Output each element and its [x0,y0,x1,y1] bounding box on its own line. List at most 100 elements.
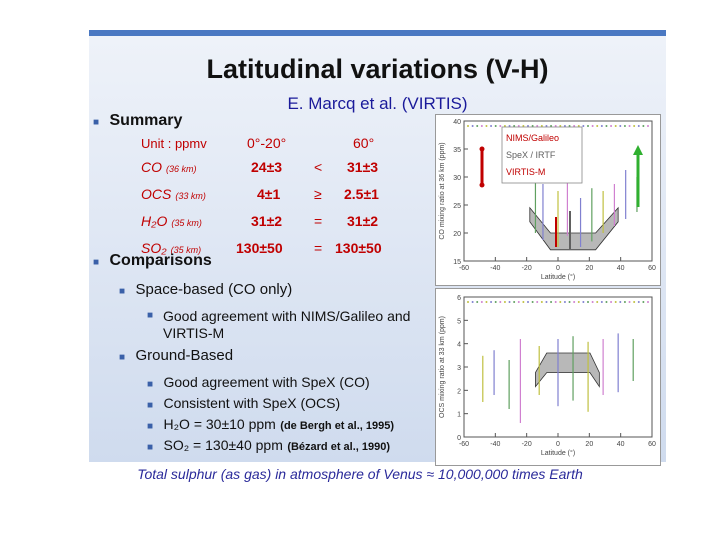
x-axis-label: Latitude (°) [541,449,575,457]
bullet-square-icon: ■ [147,442,154,453]
y-tick-label: 40 [453,119,461,126]
series-marker [517,125,520,127]
x-tick-label: 20 [585,265,593,272]
molecule-altitude: (35 km) [171,218,202,228]
space-based-item-text: Good agreement with NIMS/Galileo and VIR… [163,308,411,341]
series-marker [554,301,557,303]
y-axis-label: OCS mixing ratio at 33 km (ppm) [439,316,446,418]
bullet-square-icon: ■ [147,421,154,432]
ground-item-text: Consistent with SpeX (OCS) [163,395,341,411]
series-marker [517,301,520,303]
arrow-head-icon [633,145,643,155]
series-marker [540,125,543,127]
molecule-label: H₂O (35 km) [141,213,202,229]
series-marker [563,125,566,127]
molecule-altitude: (36 km) [166,164,197,174]
series-marker [600,301,603,303]
x-tick-label: -20 [522,441,532,448]
molecule-altitude: (33 km) [175,191,206,201]
y-tick-label: 6 [457,295,461,302]
series-marker [647,125,649,127]
series-marker [596,125,599,127]
series-marker [513,301,516,303]
series-marker [614,301,617,303]
series-marker [467,301,469,303]
series-marker [550,301,553,303]
ground-item-co: ■ Good agreement with SpeX (CO) [147,374,370,392]
ground-item-so2: ■ SO₂ = 130±40 ppm (Bézard et al., 1990) [147,437,390,456]
series-marker [600,125,603,127]
series-marker [536,125,539,127]
series-marker [573,301,576,303]
series-marker [513,125,516,127]
series-marker [494,301,497,303]
series-marker [545,301,548,303]
x-tick-label: -40 [490,265,500,272]
series-marker [508,301,511,303]
x-tick-label: -20 [522,265,532,272]
series-marker [531,301,534,303]
molecule-name: OCS [141,186,172,202]
y-axis-label: CO mixing ratio at 36 km (ppm) [439,142,446,239]
co-latitude-plot: 40 35 30 25 20 15 -60 -40 -20 0 20 40 60 Latitude (°)… [435,114,661,286]
relation-symbol: = [314,213,323,229]
series-marker [490,301,493,303]
slide-subtitle: E. Marcq et al. (VIRTIS) [287,94,468,113]
h2o-line-ref: (de Bergh et al., 1995) [280,420,395,432]
bullet-square-icon: ■ [147,310,154,321]
nims-point [479,182,485,188]
series-marker [503,301,506,303]
series-marker [485,301,488,303]
series-marker [476,125,479,127]
value-60: 31±3 [347,159,379,175]
molecule-name: H₂O [141,213,168,229]
series-marker [527,301,529,303]
series-marker [480,125,483,127]
series-marker [499,125,502,127]
series-marker [536,301,539,303]
summary-bullet: ■ Summary [93,112,182,130]
series-marker [587,301,589,303]
series-marker [467,125,469,127]
series-marker [582,125,585,127]
series-marker [623,125,626,127]
legend-entry: VIRTIS-M [506,167,545,177]
mean-band [529,206,619,251]
series-marker [619,125,622,127]
series-marker [610,301,613,303]
series-marker [568,301,571,303]
series-marker [471,301,474,303]
space-based-bullet: ■ Space-based (CO only) [119,281,292,299]
y-tick-label: 5 [457,318,461,325]
series-marker [637,301,640,303]
molecule-label: CO (36 km) [141,159,197,175]
series-marker [550,125,553,127]
bullet-square-icon: ■ [119,352,126,363]
y-tick-label: 25 [453,203,461,210]
value-equator: 130±50 [236,240,283,256]
series-marker [476,301,479,303]
y-tick-label: 20 [453,231,461,238]
ground-based-bullet: ■ Ground-Based [119,347,233,365]
series-marker [554,125,557,127]
series-marker [619,301,622,303]
series-marker [587,125,589,127]
series-marker [522,301,525,303]
series-marker [633,125,636,127]
ground-item-text: Good agreement with SpeX (CO) [163,374,370,390]
y-tick-label: 1 [457,412,461,419]
y-tick-label: 3 [457,365,461,372]
series-marker [591,301,594,303]
series-marker [628,301,631,303]
x-tick-label: 40 [617,441,625,448]
series-marker [605,301,608,303]
x-tick-label: 40 [617,265,625,272]
comparisons-bullet: ■ Comparisons [93,252,212,270]
ground-item-ocs: ■ Consistent with SpeX (OCS) [147,395,340,413]
x-tick-label: 0 [556,441,560,448]
series-marker [573,125,576,127]
series-marker [471,125,474,127]
value-equator: 4±1 [257,186,281,202]
x-tick-label: -60 [459,441,469,448]
h2o-line-main: H₂O = 30±10 ppm [163,416,276,432]
